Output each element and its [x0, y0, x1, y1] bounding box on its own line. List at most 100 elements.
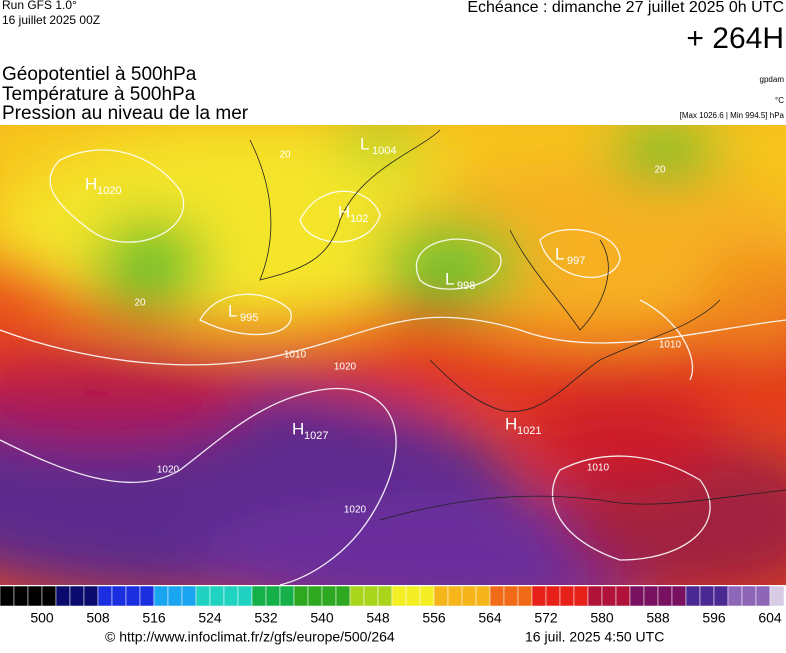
colorbar-cell: [251, 585, 267, 607]
contour-label: 20: [279, 150, 291, 161]
colorbar-cell: [0, 585, 15, 607]
colorbar-cell: [209, 585, 225, 607]
colorbar-cell: [741, 585, 757, 607]
colorbar-cell: [41, 585, 57, 607]
unit: °C: [775, 96, 784, 105]
colorbar-label: 500: [30, 610, 54, 626]
colorbar-cell: [531, 585, 547, 607]
colorbar-cell: [489, 585, 505, 607]
colorbar-label: 548: [366, 610, 390, 626]
colorbar-cell: [503, 585, 519, 607]
colorbar-cell: [629, 585, 645, 607]
colorbar-label: 604: [758, 610, 782, 626]
pressure-center-letter: L: [228, 301, 237, 320]
colorbar-label: 540: [310, 610, 334, 626]
contour-label: 1010: [587, 463, 610, 474]
colorbar-cell: [713, 585, 729, 607]
pressure-center-value: 997: [567, 255, 585, 267]
colorbar-label: 572: [534, 610, 558, 626]
pressure-center-value: 998: [457, 280, 475, 292]
title-line: Géopotentiel à 500hPa: [2, 64, 197, 85]
colorbar-cell: [461, 585, 477, 607]
contour-label: 1020: [334, 362, 357, 373]
colorbar-cell: [335, 585, 351, 607]
colorbar-label: 564: [478, 610, 502, 626]
colorbar-cell: [55, 585, 71, 607]
footer-timestamp: 16 juil. 2025 4:50 UTC: [525, 629, 664, 645]
run-date: 16 juillet 2025 00Z: [2, 13, 100, 27]
pressure-center-letter: H: [292, 419, 304, 438]
echeance: Echéance : dimanche 27 juillet 2025 0h U…: [467, 0, 784, 16]
pressure-center-value: 995: [240, 312, 258, 324]
colorbar-cell: [769, 585, 785, 607]
colorbar-cell: [545, 585, 561, 607]
colorbar-cell: [671, 585, 687, 607]
colorbar-cell: [223, 585, 239, 607]
contour-label: 1020: [344, 505, 367, 516]
colorbar-label: 596: [702, 610, 726, 626]
colorbar-cell: [405, 585, 421, 607]
colorbar-cell: [559, 585, 575, 607]
pressure-center-value: 1020: [97, 185, 121, 197]
colorbar-label: 556: [422, 610, 446, 626]
colorbar-cell: [97, 585, 113, 607]
pressure-center-letter: H: [338, 202, 350, 221]
colorbar-cell: [475, 585, 491, 607]
title-line: Pression au niveau de la mer: [2, 103, 249, 124]
colorbar-label: 588: [646, 610, 670, 626]
pressure-center-letter: L: [445, 269, 454, 288]
colorbar-cell: [447, 585, 463, 607]
contour-label: 1010: [284, 350, 307, 361]
pressure-center-value: 1021: [517, 425, 541, 437]
colorbar-cell: [419, 585, 435, 607]
colorbar-cell: [307, 585, 323, 607]
contour-label: 1010: [659, 340, 682, 351]
unit: gpdam: [760, 75, 785, 84]
colorbar-cell: [433, 585, 449, 607]
colorbar-cell: [139, 585, 155, 607]
colorbar-cell: [657, 585, 673, 607]
colorbar-label: 580: [590, 610, 614, 626]
colorbar-label: 508: [86, 610, 110, 626]
colorbar-cell: [167, 585, 183, 607]
colorbar-cell: [69, 585, 85, 607]
colorbar-cell: [321, 585, 337, 607]
colorbar-cell: [181, 585, 197, 607]
colorbar-cell: [601, 585, 617, 607]
pressure-center-value: 1027: [304, 430, 328, 442]
colorbar-label: 516: [142, 610, 166, 626]
colorbar-cell: [685, 585, 701, 607]
contour-label: 20: [654, 165, 666, 176]
colorbar-cell: [755, 585, 771, 607]
unit: [Max 1026.6 | Min 994.5] hPa: [680, 111, 785, 120]
colorbar-cell: [293, 585, 309, 607]
pressure-center-letter: L: [360, 134, 369, 153]
colorbar-cell: [153, 585, 169, 607]
colorbar-cell: [363, 585, 379, 607]
colorbar-cell: [125, 585, 141, 607]
colorbar-label: 532: [254, 610, 278, 626]
pressure-center-value: 102: [350, 213, 368, 225]
pressure-center-letter: H: [505, 414, 517, 433]
colorbar-cell: [13, 585, 29, 607]
colorbar-cell: [573, 585, 589, 607]
colorbar-cell: [727, 585, 743, 607]
title-line: Température à 500hPa: [2, 84, 196, 105]
colorbar-cell: [615, 585, 631, 607]
colorbar-cell: [237, 585, 253, 607]
run-label: Run GFS 1.0°: [2, 0, 77, 12]
colorbar-cell: [643, 585, 659, 607]
colorbar-cell: [279, 585, 295, 607]
colorbar-cell: [587, 585, 603, 607]
contour-label: 1020: [157, 465, 180, 476]
contour-label: 20: [134, 298, 146, 309]
pressure-center-value: 1004: [372, 145, 396, 157]
pressure-center-letter: H: [85, 174, 97, 193]
colorbar-cell: [349, 585, 365, 607]
colorbar-cell: [377, 585, 393, 607]
colorbar-cell: [83, 585, 99, 607]
colorbar-cell: [265, 585, 281, 607]
offset: + 264H: [686, 22, 784, 55]
